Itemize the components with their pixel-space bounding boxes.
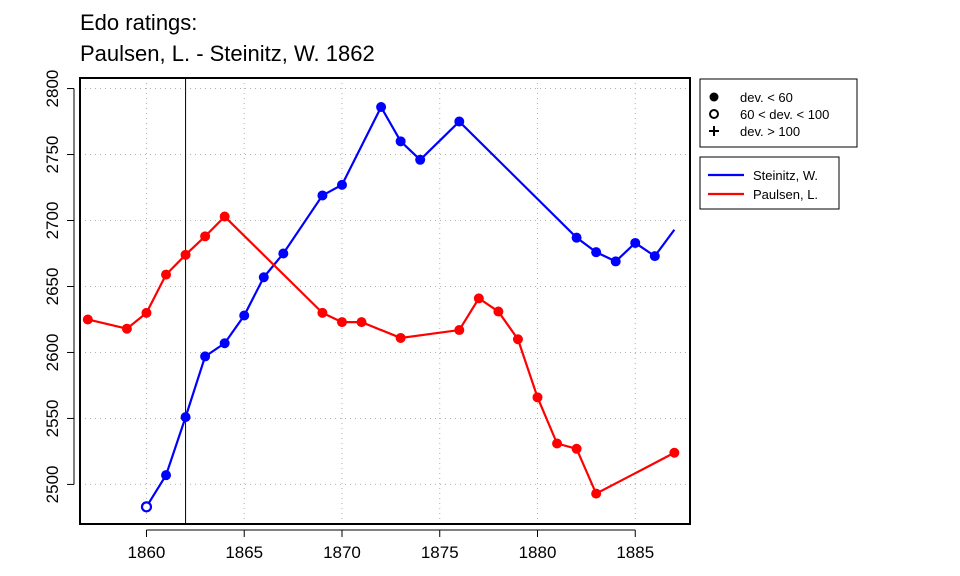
y-tick-label: 2650 xyxy=(43,268,62,306)
data-point xyxy=(317,190,328,201)
data-point xyxy=(239,310,250,321)
legend-series-label: Steinitz, W. xyxy=(753,168,818,183)
grid-lines xyxy=(80,78,690,524)
data-point xyxy=(336,317,347,328)
series-layer xyxy=(82,102,680,513)
data-point xyxy=(356,317,367,328)
data-point xyxy=(669,447,680,458)
y-tick-label: 2500 xyxy=(43,466,62,504)
data-point xyxy=(571,443,582,454)
x-tick-label: 1860 xyxy=(128,543,166,562)
legend-marker-label: dev. < 60 xyxy=(740,90,793,105)
x-tick-label: 1875 xyxy=(421,543,459,562)
x-tick-label: 1865 xyxy=(225,543,263,562)
series-line xyxy=(87,214,675,496)
data-point xyxy=(512,334,523,345)
y-tick-label: 2700 xyxy=(43,202,62,240)
data-point xyxy=(336,179,347,190)
x-tick-label: 1885 xyxy=(616,543,654,562)
data-point xyxy=(395,332,406,343)
series-legend: Steinitz, W. Paulsen, L. xyxy=(699,156,840,210)
data-point xyxy=(161,470,172,481)
plot-frame xyxy=(79,77,691,525)
legend-symbol-plus xyxy=(709,126,719,136)
data-point xyxy=(82,314,93,325)
data-point xyxy=(532,392,543,403)
chart-title: Edo ratings: xyxy=(80,10,197,35)
series-legend-box xyxy=(699,156,840,210)
y-tick-label: 2800 xyxy=(43,70,62,108)
data-point xyxy=(258,272,269,283)
legend-symbol-filled xyxy=(709,92,719,102)
data-point xyxy=(610,256,621,267)
data-point xyxy=(278,248,289,259)
legend-marker-label: dev. > 100 xyxy=(740,124,800,139)
data-point xyxy=(376,102,387,113)
y-tick-label: 2600 xyxy=(43,334,62,372)
data-point xyxy=(180,412,191,423)
legend-marker-label: 60 < dev. < 100 xyxy=(740,107,829,122)
legend-symbol-open xyxy=(709,109,719,119)
data-point xyxy=(161,269,172,280)
data-point xyxy=(649,251,660,262)
data-point xyxy=(141,307,152,318)
data-point-open xyxy=(140,501,153,513)
data-point xyxy=(493,306,504,317)
data-point xyxy=(454,116,465,127)
x-tick-label: 1880 xyxy=(519,543,557,562)
data-point xyxy=(552,438,563,449)
data-point xyxy=(219,338,230,349)
marker-legend: dev. < 60 60 < dev. < 100 dev. > 100 xyxy=(699,78,858,148)
data-point xyxy=(317,307,328,318)
data-point xyxy=(415,154,426,165)
data-point xyxy=(591,247,602,258)
x-axis: 1860 1865 1870 1875 1880 1885 xyxy=(128,529,654,562)
chart-subtitle: Paulsen, L. - Steinitz, W. 1862 xyxy=(80,41,375,66)
marker-legend-box xyxy=(699,78,858,148)
data-point xyxy=(571,232,582,243)
series-line xyxy=(145,104,676,508)
data-point xyxy=(180,249,191,260)
data-point xyxy=(454,325,465,336)
y-axis: 2500 2550 2600 2650 2700 2750 2800 xyxy=(43,70,75,504)
y-tick-label: 2550 xyxy=(43,400,62,438)
data-point xyxy=(630,237,641,248)
data-point xyxy=(395,136,406,147)
data-point xyxy=(219,211,230,222)
data-point xyxy=(200,351,211,362)
x-tick-label: 1870 xyxy=(323,543,361,562)
legend-series-label: Paulsen, L. xyxy=(753,187,818,202)
data-point xyxy=(121,323,132,334)
data-point xyxy=(473,293,484,304)
y-tick-label: 2750 xyxy=(43,136,62,174)
data-point xyxy=(200,231,211,242)
data-point xyxy=(591,488,602,499)
